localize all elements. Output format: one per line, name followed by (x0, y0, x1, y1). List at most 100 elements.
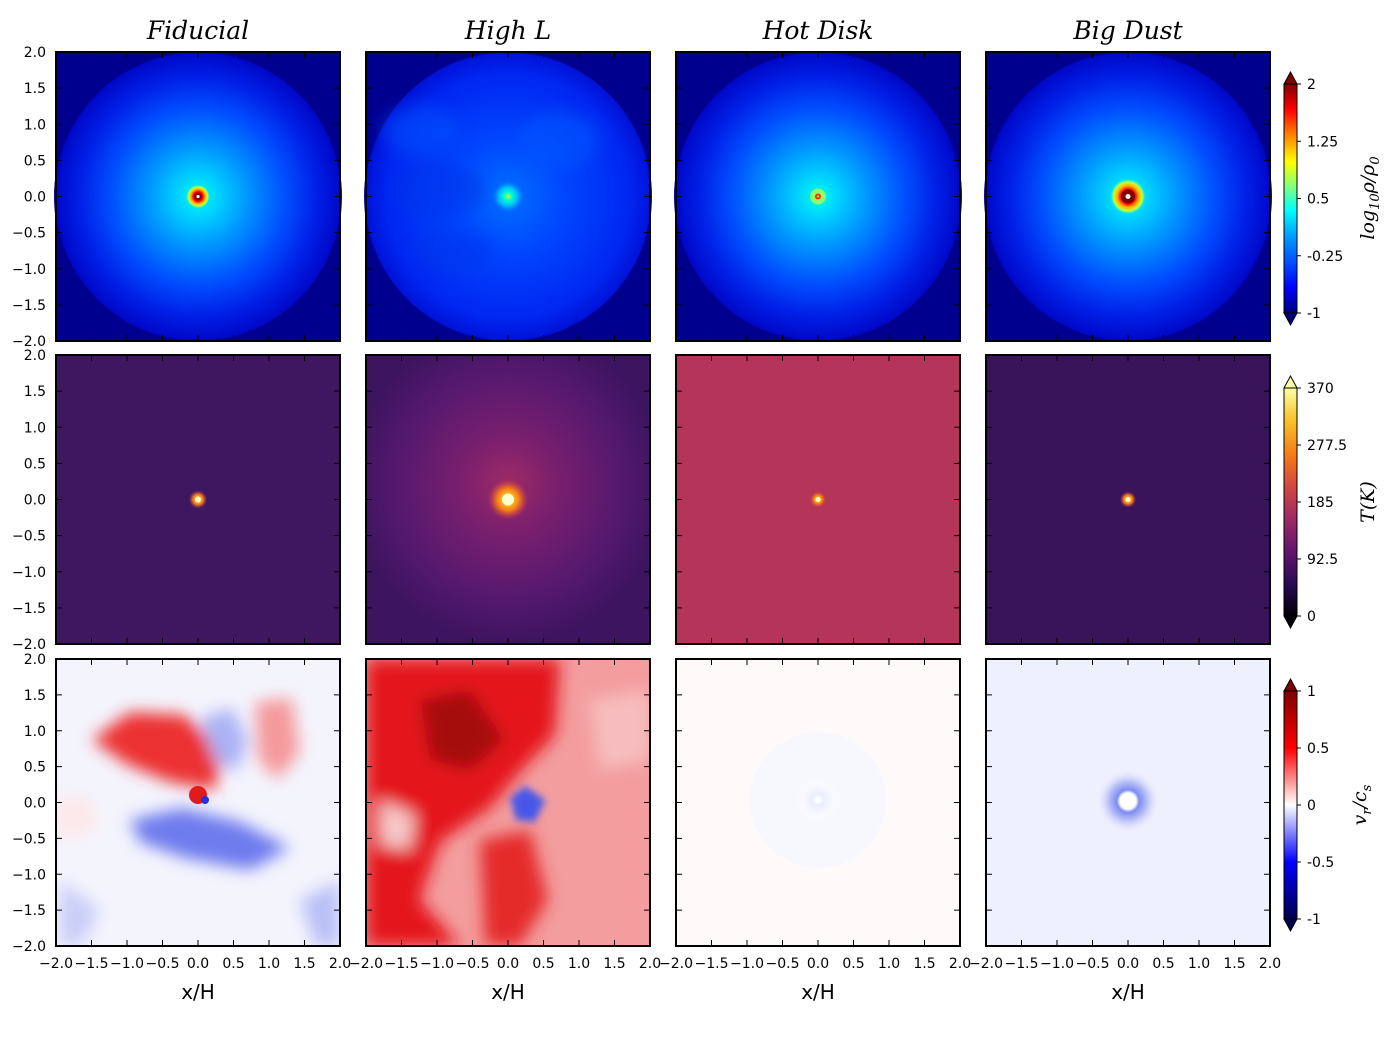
y-tick-label: −1.0 (12, 867, 46, 883)
temperature-panel-big-dust (986, 355, 1270, 644)
colorbar-tick-label: 0 (1307, 798, 1316, 814)
axes-frames (55, 51, 1271, 947)
x-tick-label: 1.0 (878, 956, 900, 972)
y-tick-label: 1.0 (24, 420, 46, 436)
x-tick-label: 1.0 (1188, 956, 1210, 972)
y-tick-label: 0.5 (24, 456, 46, 472)
temperature-panel-fiducial (56, 355, 340, 644)
temperature-panel-high-l (366, 355, 650, 644)
x-tick-label: 0.0 (187, 956, 209, 972)
x-tick-label: 0.5 (842, 956, 864, 972)
y-tick-label: 2.0 (24, 348, 46, 364)
x-axis-label-high-l: x/H (491, 980, 525, 1004)
colorbar-tick-label: -0.25 (1307, 249, 1343, 265)
panel-title-hot-disk: Hot Disk (762, 16, 874, 45)
x-tick-label: 2.0 (1259, 956, 1281, 972)
x-tick-label: 0.5 (532, 956, 554, 972)
y-tick-label: −1.5 (12, 601, 46, 617)
x-tick-label: 1.5 (913, 956, 935, 972)
y-tick-label: −2.0 (12, 334, 46, 350)
x-tick-label: −0.5 (146, 956, 180, 972)
colorbar-tick-labels: 2 1.25 0.5 -0.25 -1 370 277.5 185 92.5 0 1 0.5 0 -0.5… (1297, 77, 1347, 928)
colorbar-velocity (1283, 677, 1298, 933)
x-tick-label: 0.5 (1152, 956, 1174, 972)
y-tick-label: 1.5 (24, 81, 46, 97)
colorbar-tick-label: -0.5 (1307, 855, 1334, 871)
density-panel-high-l (364, 51, 652, 342)
colorbar-tick-label: -1 (1307, 912, 1321, 928)
y-tick-label: 0.0 (24, 796, 46, 812)
x-axis-label-hot-disk: x/H (801, 980, 835, 1004)
x-tick-label: −0.5 (1076, 956, 1110, 972)
y-tick-label: 0.0 (24, 190, 46, 206)
y-tick-label: 1.5 (24, 688, 46, 704)
colorbar-tick-label: 277.5 (1307, 438, 1347, 454)
y-tick-label: −0.5 (12, 831, 46, 847)
colorbar-tick-label: 2 (1307, 77, 1316, 93)
x-tick-label: 1.5 (603, 956, 625, 972)
y-tick-label: 1.5 (24, 384, 46, 400)
x-tick-label: −1.0 (110, 956, 144, 972)
colorbar-tick-label: 1.25 (1307, 134, 1338, 150)
y-tick-label: 0.5 (24, 153, 46, 169)
x-tick-label: −1.5 (75, 956, 109, 972)
x-axis-label-big-dust: x/H (1111, 980, 1145, 1004)
y-tick-label: −1.0 (12, 262, 46, 278)
y-tick-label: −1.5 (12, 903, 46, 919)
x-tick-label: −1.0 (420, 956, 454, 972)
y-tick-label: 1.0 (24, 724, 46, 740)
density-panel-fiducial (54, 51, 342, 342)
colorbar-tick-label: 0.5 (1307, 741, 1329, 757)
x-tick-label: 1.5 (1223, 956, 1245, 972)
y-tick-labels: 2.01.51.00.50.0−0.5−1.0−1.5−2.02.01.51.0… (12, 45, 46, 955)
colorbar-tick-label: 370 (1307, 381, 1334, 397)
y-tick-label: 2.0 (24, 45, 46, 61)
x-tick-label: −1.5 (695, 956, 729, 972)
x-tick-label: −2.0 (349, 956, 383, 972)
y-tick-label: −0.5 (12, 529, 46, 545)
velocity-panel-high-l (366, 659, 650, 946)
y-tick-label: 0.0 (24, 493, 46, 509)
x-tick-label: −2.0 (39, 956, 73, 972)
colorbar-label-velocity: vr/cs (1349, 784, 1375, 825)
panel-title-big-dust: Big Dust (1072, 16, 1183, 45)
x-axis-label-fiducial: x/H (181, 980, 215, 1004)
y-tick-label: −2.0 (12, 939, 46, 955)
colorbar-tick-label: 0.5 (1307, 192, 1329, 208)
x-tick-label: 0.5 (222, 956, 244, 972)
colorbar-tick-label: -1 (1307, 306, 1321, 322)
x-tick-label: 0.0 (807, 956, 829, 972)
x-tick-labels: −2.0 −1.5 −1.0 −0.5 0.0 0.5 1.0 1.5 2.0−2.0 −1.5−… (39, 956, 1281, 972)
x-tick-label: 1.5 (293, 956, 315, 972)
x-tick-label: 2.0 (949, 956, 971, 972)
y-tick-label: −0.5 (12, 226, 46, 242)
velocity-panel-fiducial (56, 659, 340, 946)
colorbar-temperature (1283, 374, 1298, 630)
x-tick-label: −2.0 (969, 956, 1003, 972)
x-tick-label: 0.0 (497, 956, 519, 972)
x-tick-label: 2.0 (329, 956, 351, 972)
y-tick-label: −1.0 (12, 565, 46, 581)
colorbar-tick-label: 1 (1307, 684, 1316, 700)
x-tick-label: −0.5 (766, 956, 800, 972)
x-tick-label: 2.0 (639, 956, 661, 972)
x-tick-label: −1.5 (1005, 956, 1039, 972)
colorbar-tick-label: 185 (1307, 495, 1334, 511)
x-tick-label: 0.0 (1117, 956, 1139, 972)
x-tick-label: −1.0 (730, 956, 764, 972)
y-tick-label: 0.5 (24, 760, 46, 776)
x-tick-label: −2.0 (659, 956, 693, 972)
velocity-panel-hot-disk (676, 659, 960, 946)
density-panel-big-dust (984, 51, 1272, 342)
x-tick-label: −0.5 (456, 956, 490, 972)
panel-title-high-l: High L (464, 16, 551, 45)
colorbar-tick-label: 92.5 (1307, 552, 1338, 568)
x-tick-label: −1.0 (1040, 956, 1074, 972)
x-tick-label: 1.0 (568, 956, 590, 972)
y-tick-label: 2.0 (24, 652, 46, 668)
density-panel-hot-disk (674, 51, 962, 342)
y-tick-label: −2.0 (12, 637, 46, 653)
velocity-panel-big-dust (986, 659, 1270, 946)
y-tick-label: −1.5 (12, 298, 46, 314)
